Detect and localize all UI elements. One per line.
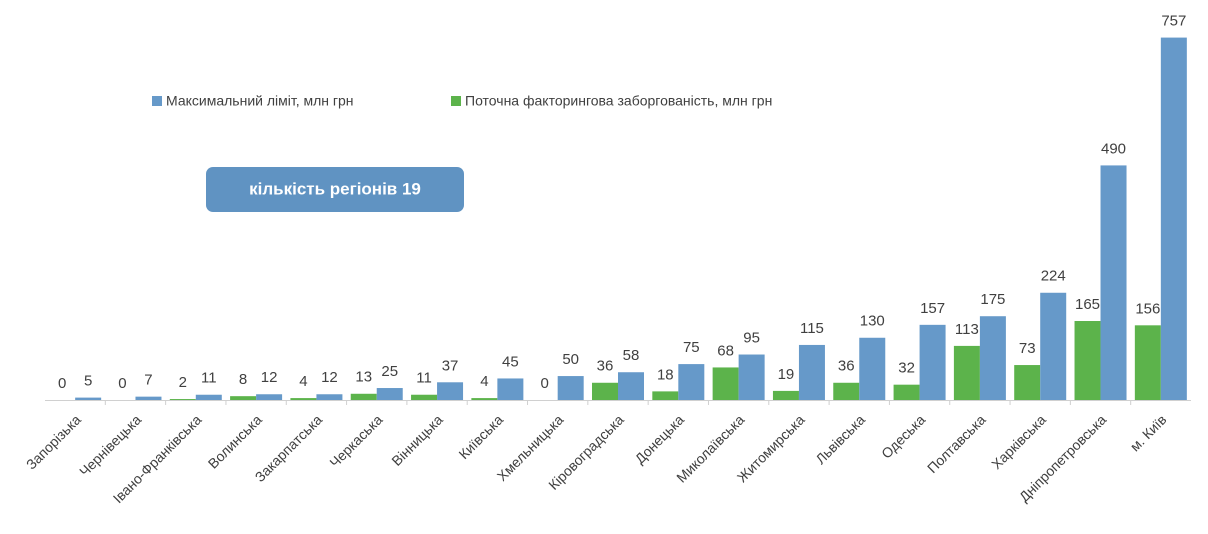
- bar: [471, 398, 498, 400]
- bar: [833, 382, 860, 400]
- data-label: 0: [118, 375, 126, 392]
- data-label: 68: [717, 342, 734, 359]
- bar: [772, 390, 799, 400]
- bar: [75, 397, 102, 400]
- bar: [1100, 165, 1127, 400]
- data-label: 18: [657, 366, 674, 383]
- data-label: 0: [58, 375, 66, 392]
- data-label: 11: [416, 370, 432, 387]
- data-label: 7: [144, 372, 152, 389]
- data-label: 2: [179, 374, 187, 391]
- x-tick-label: Волинська: [205, 411, 265, 471]
- legend-label: Поточна факторингова заборгованість, млн…: [465, 93, 772, 109]
- data-label: 4: [480, 373, 488, 390]
- bar: [557, 376, 584, 400]
- bar: [798, 344, 825, 400]
- data-label: 130: [860, 313, 885, 330]
- data-label: 165: [1075, 296, 1100, 313]
- bar: [230, 396, 257, 400]
- bar: [652, 391, 679, 400]
- bar: [919, 324, 946, 400]
- legend-label: Максимальний ліміт, млн грн: [166, 93, 354, 109]
- data-label: 95: [743, 329, 760, 346]
- data-label: 25: [381, 363, 398, 380]
- bar: [290, 398, 317, 400]
- data-label: 37: [442, 357, 459, 374]
- data-label: 50: [562, 351, 579, 368]
- bar: [1040, 292, 1067, 400]
- bar: [1134, 325, 1161, 400]
- data-label: 45: [502, 353, 519, 370]
- bar: [712, 367, 739, 400]
- x-tick-label: Черкаська: [326, 411, 385, 470]
- data-label: 58: [623, 347, 640, 364]
- x-tick-label: Київська: [455, 411, 506, 462]
- data-label: 115: [800, 320, 824, 337]
- bar: [592, 382, 618, 400]
- x-tick-label: Львівська: [812, 411, 868, 467]
- bar: [738, 354, 765, 400]
- bar: [169, 399, 196, 400]
- data-label: 36: [597, 358, 614, 375]
- bar: [195, 394, 222, 400]
- bar: [859, 337, 886, 400]
- data-label: 5: [84, 373, 92, 390]
- data-label: 36: [838, 358, 855, 375]
- data-label: 12: [261, 369, 278, 386]
- bar: [497, 378, 524, 400]
- bar: [350, 393, 377, 400]
- legend-swatch: [152, 96, 162, 106]
- data-label: 12: [321, 369, 338, 386]
- x-tick-label: Донецька: [632, 411, 688, 467]
- data-label: 490: [1101, 140, 1126, 157]
- annotation: кількість регіонів 19: [249, 179, 421, 198]
- data-label: 75: [683, 339, 700, 356]
- bar: [618, 372, 644, 400]
- bar: [979, 316, 1006, 400]
- bar: [411, 394, 438, 400]
- data-label: 19: [778, 366, 795, 383]
- data-label: 8: [239, 371, 247, 388]
- data-label: 11: [201, 370, 217, 387]
- bar: [953, 345, 980, 400]
- annotation-box: [206, 167, 464, 212]
- bar: [135, 396, 162, 400]
- data-label: 13: [355, 369, 372, 386]
- data-label: 175: [980, 291, 1005, 308]
- data-label: 224: [1041, 268, 1066, 285]
- data-label: 156: [1135, 300, 1160, 317]
- data-label: 113: [955, 321, 979, 338]
- data-label: 4: [299, 373, 307, 390]
- x-tick-label: Вінницька: [388, 411, 446, 469]
- x-tick-label: Запорізька: [23, 411, 84, 472]
- data-label: 32: [898, 360, 915, 377]
- data-label: 73: [1019, 340, 1036, 357]
- x-tick-label: Харківська: [988, 411, 1049, 472]
- data-label: 157: [920, 300, 945, 317]
- bar: [256, 394, 283, 400]
- x-tick-label: Одеська: [878, 411, 928, 461]
- bar: [1074, 321, 1101, 400]
- bar: [376, 388, 403, 400]
- x-tick-label: Полтавська: [924, 411, 989, 476]
- bar: [678, 364, 705, 400]
- x-tick-label: м. Київ: [1127, 411, 1170, 454]
- data-label: 757: [1161, 13, 1186, 30]
- bar: [1014, 365, 1041, 400]
- bar: [316, 394, 343, 400]
- bar: [893, 384, 920, 400]
- bar: [1160, 37, 1187, 401]
- data-label: 0: [541, 375, 549, 392]
- legend-swatch: [451, 96, 461, 106]
- bar: [437, 382, 464, 400]
